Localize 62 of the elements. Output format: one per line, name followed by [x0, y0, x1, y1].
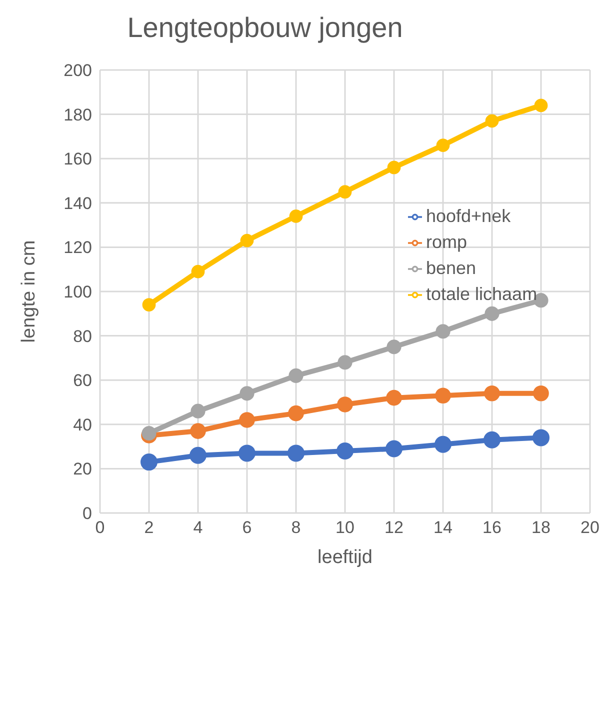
point [190, 423, 206, 439]
point [435, 388, 451, 404]
x-tick-label: 16 [482, 518, 502, 538]
y-tick-label: 100 [64, 282, 92, 302]
y-tick-label: 120 [64, 238, 92, 258]
point [386, 340, 402, 354]
x-tick-label: 12 [384, 518, 404, 538]
x-tick-label: 4 [193, 518, 203, 538]
point [190, 404, 206, 418]
point [387, 160, 401, 174]
point [142, 298, 156, 312]
point [140, 454, 158, 471]
legend-label: hoofd+nek [426, 206, 511, 226]
point [436, 138, 450, 152]
point [239, 412, 255, 428]
y-tick-label: 140 [64, 194, 92, 213]
point [338, 355, 352, 370]
point [484, 306, 500, 321]
point [338, 185, 352, 199]
point [238, 444, 256, 462]
x-tick-label: 14 [434, 518, 452, 538]
point [190, 446, 206, 464]
y-tick-label: 0 [82, 504, 92, 524]
legend-label: totale lichaam [426, 284, 538, 304]
point [191, 264, 205, 278]
point [533, 385, 549, 402]
y-axis-title: lengte in cm [18, 240, 40, 343]
point [240, 234, 254, 248]
point [484, 385, 500, 402]
point [337, 396, 353, 412]
point [436, 324, 450, 339]
point [434, 436, 452, 453]
point [484, 431, 500, 448]
chart-title: Lengteopbouw jongen [126, 12, 404, 44]
x-tick-label: 18 [532, 518, 550, 538]
point [288, 405, 304, 422]
point [485, 114, 499, 128]
y-tick-label: 40 [73, 415, 92, 434]
legend-label: romp [426, 232, 468, 252]
x-tick-label: 10 [336, 518, 354, 538]
point [240, 386, 254, 401]
point [289, 209, 303, 223]
x-tick-label: 20 [580, 518, 600, 538]
y-tick-label: 180 [64, 105, 92, 124]
y-tick-label: 80 [73, 326, 92, 346]
x-tick-label: 0 [95, 518, 105, 538]
point [288, 368, 304, 383]
legend-label: benen [426, 258, 476, 278]
point [386, 440, 402, 458]
y-tick-label: 200 [64, 61, 92, 80]
point [534, 98, 548, 112]
point [532, 429, 550, 446]
y-tick-label: 60 [73, 371, 92, 390]
y-tick-label: 20 [73, 460, 92, 479]
x-tick-label: 8 [291, 518, 301, 538]
y-tick-label: 160 [64, 150, 92, 169]
point [336, 442, 354, 460]
x-tick-label: 2 [144, 518, 154, 538]
point [288, 444, 304, 462]
point [386, 390, 402, 406]
x-tick-label: 6 [242, 518, 252, 538]
x-axis-title: leeftijd [318, 547, 372, 568]
